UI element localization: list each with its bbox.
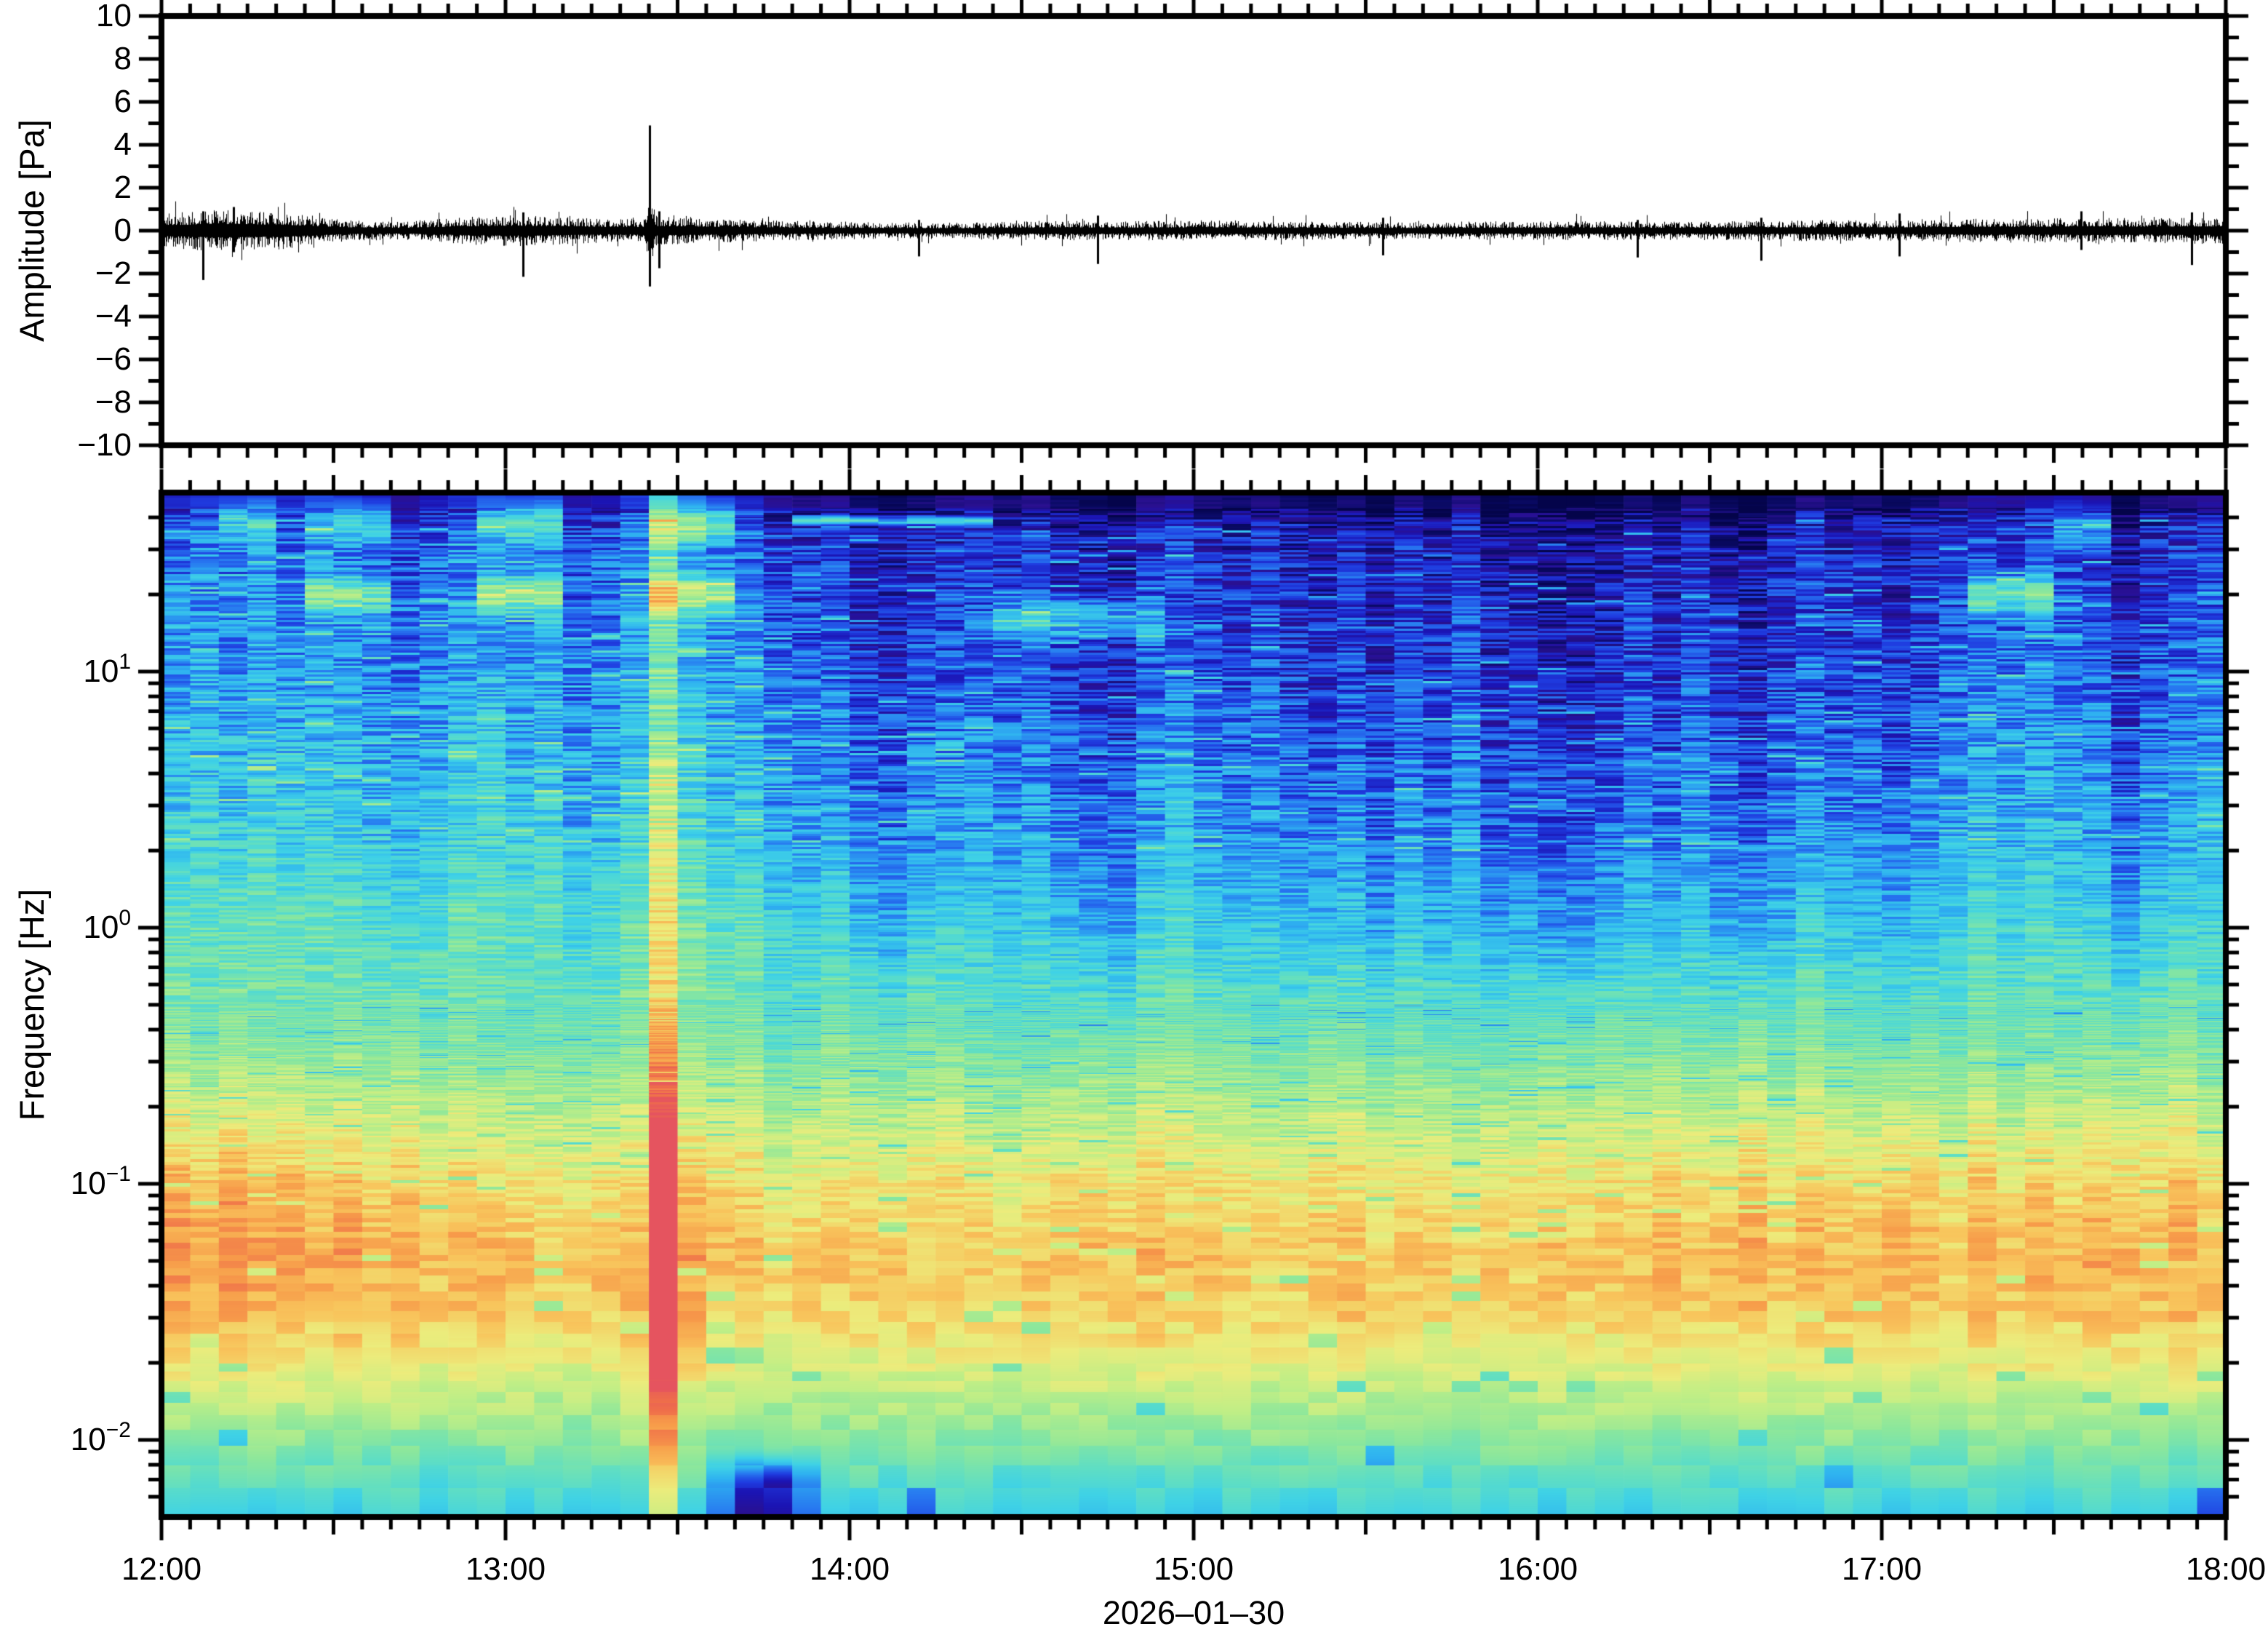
figure: Amplitude [Pa] Frequency [Hz] 10 8 6 4 2 0 −2−… [0, 0, 2268, 1631]
waveform-spectrogram-canvas [0, 0, 2268, 1624]
